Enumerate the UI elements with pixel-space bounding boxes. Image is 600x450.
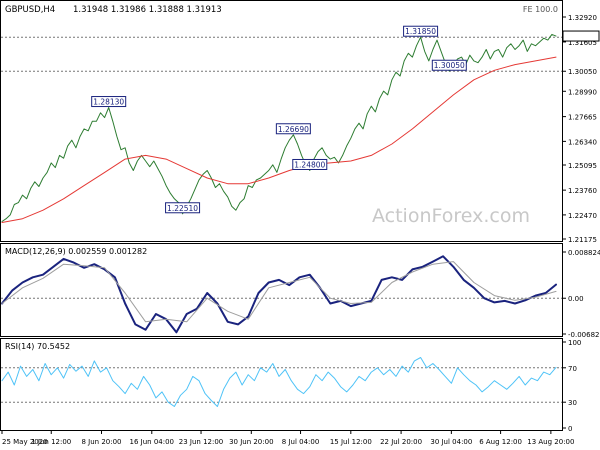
- macd-panel-frame: [0, 243, 563, 337]
- y-tick-label: 1.31605: [568, 39, 597, 47]
- price-annotation: 1.31850: [403, 25, 439, 37]
- price-annotations: 1.28130 1.22510 1.26690 1.24800 1.31850 1.300…: [91, 25, 467, 214]
- annotation-label: 1.31850: [405, 27, 436, 36]
- price-annotation: 1.22510: [165, 202, 201, 214]
- annotation-box: [91, 96, 127, 108]
- x-tick-label: 6 Aug 12:00: [479, 438, 522, 446]
- y-tick-label: 70: [568, 365, 577, 373]
- price-y-axis: 1.329201.319131.316051.300501.289901.276…: [562, 14, 600, 244]
- x-tick-label: 8 Jul 04:00: [282, 438, 320, 446]
- annotation-box: [403, 25, 439, 37]
- y-tick-label: 0.008824: [568, 249, 600, 257]
- price-grid: [1, 36, 562, 72]
- annotation-box: [165, 202, 201, 214]
- price-annotation: 1.28130: [91, 96, 127, 108]
- y-tick-label: 1.32920: [568, 14, 597, 22]
- y-tick-label: -0.006825: [568, 331, 600, 339]
- rsi-series-group: [1, 357, 557, 407]
- x-tick-label: 30 Jul 04:00: [430, 438, 472, 446]
- x-tick-label: 8 Jun 20:00: [82, 438, 122, 446]
- y-tick-label: 1.30050: [568, 68, 597, 76]
- annotation-label: 1.30050: [434, 61, 465, 70]
- annotation-label: 1.22510: [167, 204, 198, 213]
- y-tick-label: 0.00: [568, 295, 584, 303]
- x-tick-label: 16 Jun 04:00: [130, 438, 174, 446]
- macd-series-group: [1, 255, 557, 334]
- rsi-series-rsi-14-: [1, 357, 557, 407]
- y-tick-label: 100: [568, 339, 581, 347]
- rsi-grid: [1, 367, 562, 403]
- y-tick-label: 1.22470: [568, 212, 597, 220]
- corner-label: FE 100.0: [523, 5, 558, 14]
- annotation-label: 1.28130: [93, 98, 124, 107]
- y-tick-label: 0: [568, 425, 572, 433]
- x-tick-label: 23 Jun 12:00: [179, 438, 223, 446]
- annotation-box: [275, 123, 311, 135]
- price-series-line-1: [1, 56, 557, 223]
- x-tick-label: 22 Jul 20:00: [380, 438, 422, 446]
- current-price-badge: [562, 30, 600, 42]
- y-tick-label: 1.21175: [568, 236, 597, 244]
- y-tick-label: 1.23760: [568, 187, 597, 195]
- watermark: ActionForex.com: [372, 205, 530, 227]
- price-annotation: 1.30050: [431, 59, 467, 71]
- price-panel-frame: [0, 0, 563, 242]
- y-tick-label: 1.28990: [568, 88, 597, 96]
- x-tick-label: 15 Jul 12:00: [330, 438, 372, 446]
- price-annotation: 1.26690: [275, 123, 311, 135]
- x-tick-label: 30 Jun 20:00: [229, 438, 273, 446]
- quote-values: 1.31948 1.31986 1.31888 1.31913: [73, 5, 222, 15]
- macd-series-macd: [1, 255, 557, 334]
- y-tick-label: 1.27665: [568, 114, 597, 122]
- y-tick-label: 1.25095: [568, 162, 597, 170]
- annotation-box: [292, 158, 328, 170]
- macd-y-axis: 0.008824 0.00 -0.006825: [562, 249, 600, 339]
- rsi-panel-frame: [0, 338, 563, 431]
- x-tick-label: 13 Aug 20:00: [527, 438, 574, 446]
- y-tick-label: 1.26340: [568, 138, 597, 146]
- annotation-box: [431, 59, 467, 71]
- macd-series-signal: [1, 261, 557, 323]
- price-annotation: 1.24800: [292, 158, 328, 170]
- annotation-label: 1.24800: [294, 160, 325, 169]
- symbol-label: GBPUSD,H4: [5, 5, 55, 15]
- x-tick-label: 25 May 2020: [2, 438, 48, 446]
- annotation-label: 1.26690: [278, 125, 309, 134]
- macd-title: MACD(12,26,9) 0.002559 0.001282: [5, 247, 147, 256]
- x-tick-label: 1 Jun 12:00: [31, 438, 71, 446]
- rsi-y-axis: 100 70 30 0: [562, 339, 581, 433]
- y-tick-label: 30: [568, 399, 577, 407]
- rsi-title: RSI(14) 70.5452: [5, 342, 70, 351]
